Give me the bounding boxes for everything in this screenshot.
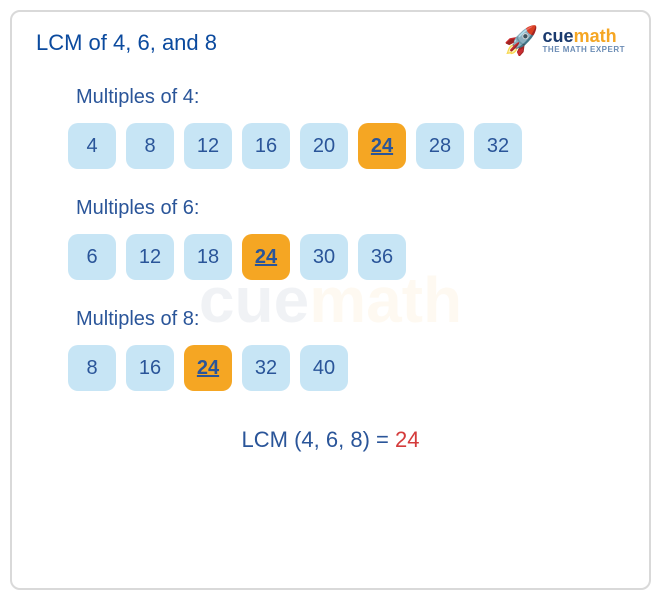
multiple-cell: 16	[126, 345, 174, 391]
result-answer: 24	[395, 427, 419, 452]
multiple-cell: 36	[358, 234, 406, 280]
cells-row: 61218243036	[68, 234, 625, 280]
multiples-section: Multiples of 4:48121620242832	[76, 86, 625, 169]
multiple-cell: 40	[300, 345, 348, 391]
multiple-cell: 6	[68, 234, 116, 280]
multiples-section: Multiples of 6:61218243036	[76, 197, 625, 280]
multiple-cell-highlight: 24	[242, 234, 290, 280]
multiple-cell-highlight: 24	[358, 123, 406, 169]
multiple-cell: 20	[300, 123, 348, 169]
multiple-cell: 32	[474, 123, 522, 169]
section-label: Multiples of 6:	[76, 197, 625, 220]
rocket-icon: 🚀	[504, 24, 539, 57]
sections-wrapper: Multiples of 4:48121620242832Multiples o…	[36, 86, 625, 391]
result-line: LCM (4, 6, 8) = 24	[36, 427, 625, 453]
multiple-cell: 12	[126, 234, 174, 280]
multiple-cell: 8	[68, 345, 116, 391]
section-label: Multiples of 4:	[76, 86, 625, 109]
multiple-cell: 4	[68, 123, 116, 169]
multiple-cell: 18	[184, 234, 232, 280]
multiples-section: Multiples of 8:816243240	[76, 308, 625, 391]
brand-logo: 🚀 cuemath THE MATH EXPERT	[504, 24, 625, 57]
cells-row: 816243240	[68, 345, 625, 391]
multiple-cell: 8	[126, 123, 174, 169]
multiple-cell: 28	[416, 123, 464, 169]
logo-math: math	[574, 26, 617, 46]
cells-row: 48121620242832	[68, 123, 625, 169]
multiple-cell: 12	[184, 123, 232, 169]
logo-cue: cue	[543, 26, 574, 46]
multiple-cell: 16	[242, 123, 290, 169]
logo-tagline: THE MATH EXPERT	[543, 46, 625, 54]
multiple-cell-highlight: 24	[184, 345, 232, 391]
section-label: Multiples of 8:	[76, 308, 625, 331]
diagram-container: LCM of 4, 6, and 8 🚀 cuemath THE MATH EX…	[10, 10, 651, 590]
multiple-cell: 30	[300, 234, 348, 280]
multiple-cell: 32	[242, 345, 290, 391]
logo-text: cuemath THE MATH EXPERT	[543, 27, 625, 54]
result-equation: LCM (4, 6, 8) =	[242, 427, 395, 452]
